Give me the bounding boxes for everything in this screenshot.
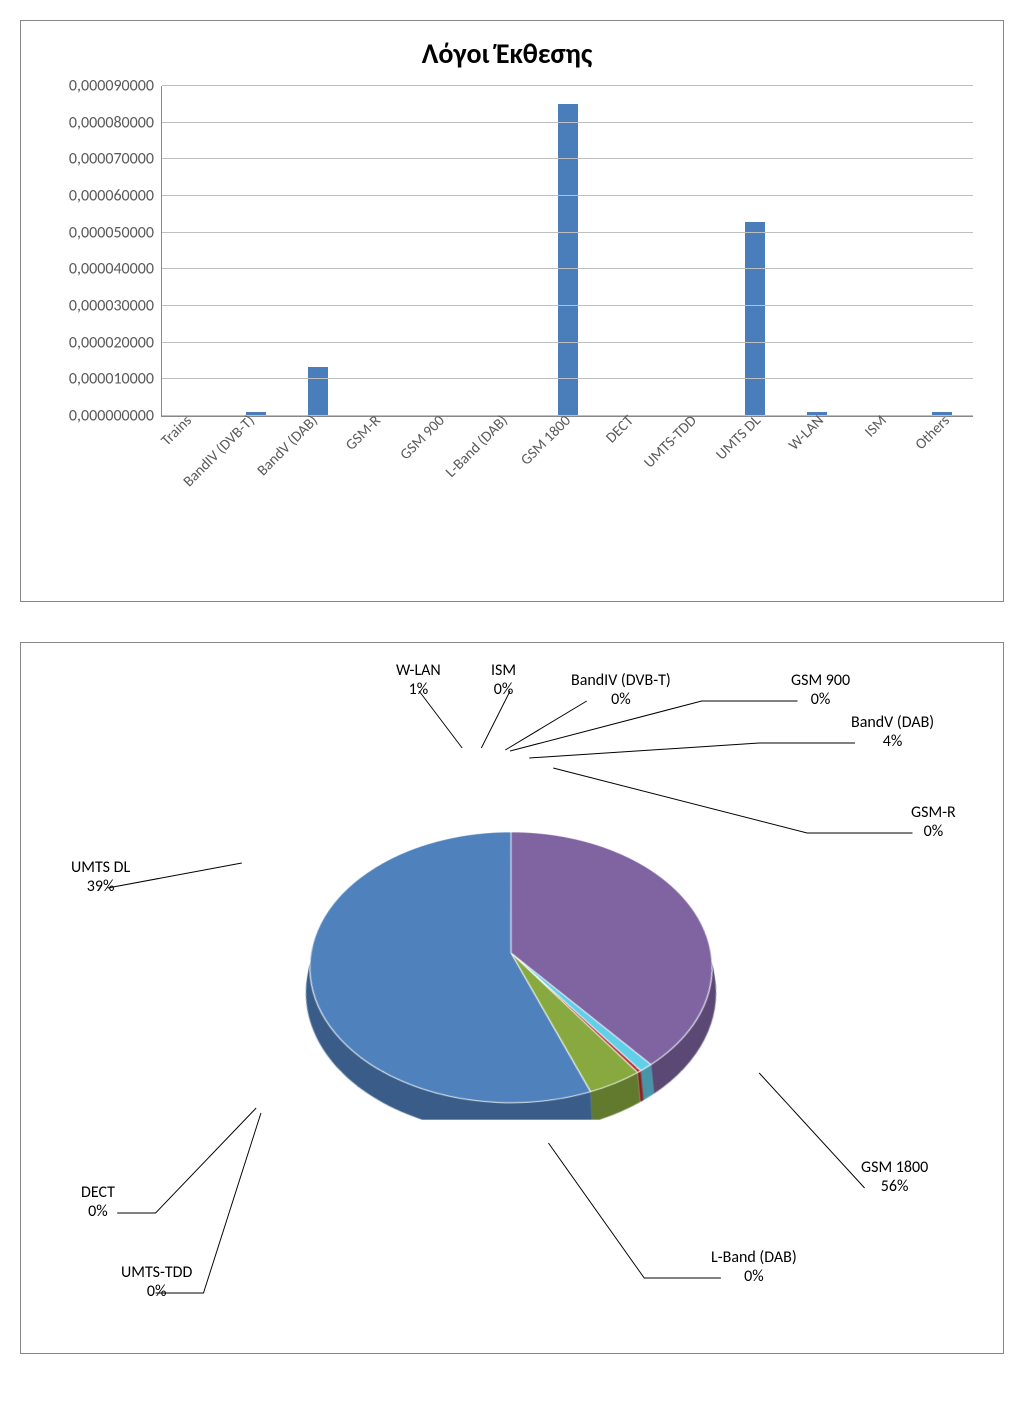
xlabel-slot: ISM [847,406,910,546]
ytick-label: 0,000050000 [69,223,162,242]
xlabel: Others [912,412,954,454]
gridline [162,268,973,269]
ytick-label: 0,000060000 [69,187,162,206]
pie-label-name: UMTS DL [71,858,130,877]
xlabel-slot: UMTS-TDD [657,406,720,546]
bar-chart-panel: Λόγοι Έκθεσης 0,0000000000,0000100000,00… [20,20,1004,602]
ytick-label: 0,000020000 [69,333,162,352]
xlabel-slot: GSM-R [341,406,404,546]
xlabel: GSM-R [343,412,385,454]
pie-label-name: GSM 900 [791,671,850,690]
pie-label-pct: 1% [396,680,441,699]
gridline [162,195,973,196]
ytick-label: 0,000040000 [69,260,162,279]
pie-label: BandIV (DVB-T)0% [571,671,671,709]
pie-label-pct: 0% [571,690,671,709]
pie-label-name: BandV (DAB) [851,713,934,732]
gridline [162,122,973,123]
xlabel-slot: Others [910,406,973,546]
pie-label: ISM0% [491,661,516,699]
bar-slot [848,86,910,416]
gridline [162,342,973,343]
gridline [162,378,973,379]
bar-chart-plot-area: 0,0000000000,0000100000,0000200000,00003… [161,86,973,417]
pie-label: GSM 180056% [861,1158,928,1196]
bar-slot [536,86,598,416]
ytick-label: 0,000070000 [69,150,162,169]
xlabel: ISM [862,412,891,441]
xlabel-slot: W-LAN [783,406,846,546]
pie-label: GSM 9000% [791,671,850,709]
pie-label: UMTS-TDD0% [121,1263,192,1301]
pie-label-pct: 0% [121,1282,192,1301]
pie-label-name: GSM-R [911,803,956,822]
gridline [162,158,973,159]
xlabel: GSM 900 [396,412,448,464]
bar [745,222,765,416]
pie-svg [137,821,884,1119]
ytick-label: 0,000010000 [69,370,162,389]
pie-chart-wrap: W-LAN1%ISM0%BandIV (DVB-T)0%GSM 9000%Ban… [31,653,993,1343]
pie-label-pct: 0% [81,1202,115,1221]
bar-slot [162,86,224,416]
pie-label-name: GSM 1800 [861,1158,928,1177]
pie-label-pct: 0% [791,690,850,709]
pie-chart-panel: W-LAN1%ISM0%BandIV (DVB-T)0%GSM 9000%Ban… [20,642,1004,1354]
pie-label: GSM-R0% [911,803,956,841]
ytick-label: 0,000090000 [69,77,162,96]
xlabel-slot: L-Band (DAB) [467,406,530,546]
pie-label: L-Band (DAB)0% [711,1248,797,1286]
xlabel: Trains [157,412,195,450]
bar-slot [724,86,786,416]
pie-label-name: UMTS-TDD [121,1263,192,1282]
bar-slot [911,86,973,416]
bar-slot [412,86,474,416]
ytick-label: 0,000030000 [69,297,162,316]
xlabel-slot: BandV (DAB) [277,406,340,546]
xlabel: UMTS DL [712,412,764,464]
bar-chart-title: Λόγοι Έκθεσης [31,36,983,71]
pie-label-pct: 4% [851,732,934,751]
bar-chart-bars [162,86,973,416]
ytick-label: 0,000000000 [69,407,162,426]
bar-slot [599,86,661,416]
pie-label-name: BandIV (DVB-T) [571,671,671,690]
bar-slot [224,86,286,416]
pie-label-name: ISM [491,661,516,680]
bar-slot [786,86,848,416]
gridline [162,85,973,86]
pie-label-pct: 0% [911,822,956,841]
pie-label: UMTS DL39% [71,858,130,896]
pie-label-name: L-Band (DAB) [711,1248,797,1267]
pie-label: BandV (DAB)4% [851,713,934,751]
bar [558,104,578,416]
pie-label-pct: 0% [711,1267,797,1286]
bar-slot [661,86,723,416]
pie-label-pct: 56% [861,1177,928,1196]
bar-chart-xlabels: TrainsBandIV (DVB-T)BandV (DAB)GSM-RGSM … [151,406,973,546]
gridline [162,232,973,233]
pie-label-pct: 0% [491,680,516,699]
pie-label-name: DECT [81,1183,115,1202]
pie-3d-holder [181,733,841,1173]
gridline [162,305,973,306]
xlabel-slot: UMTS DL [720,406,783,546]
xlabel: DECT [603,412,638,447]
pie-label-name: W-LAN [396,661,441,680]
xlabel: W-LAN [785,412,827,454]
pie-label: W-LAN1% [396,661,441,699]
xlabel-slot: DECT [594,406,657,546]
xlabel-slot: GSM 1800 [530,406,593,546]
pie-label: DECT0% [81,1183,115,1221]
bar-slot [349,86,411,416]
pie-label-pct: 39% [71,877,130,896]
ytick-label: 0,000080000 [69,113,162,132]
bar-slot [474,86,536,416]
bar-slot [287,86,349,416]
